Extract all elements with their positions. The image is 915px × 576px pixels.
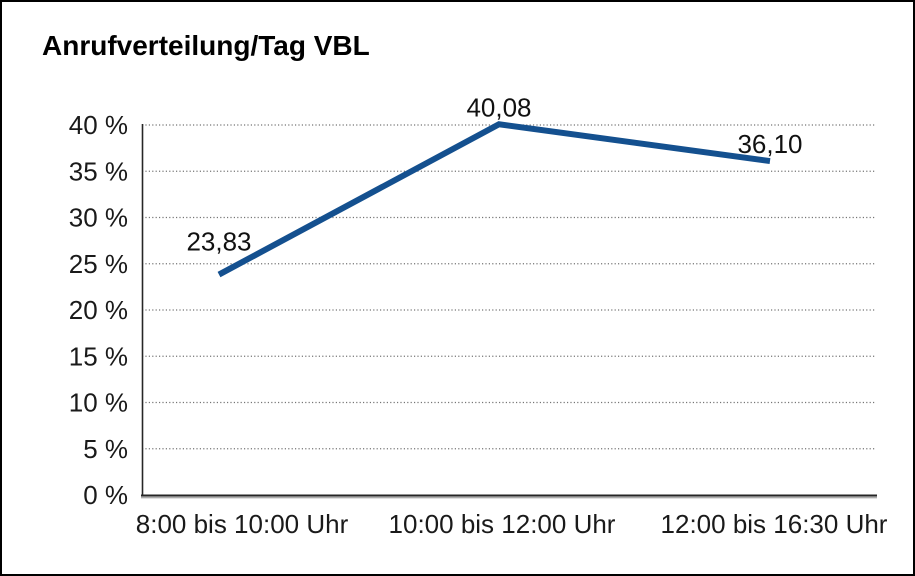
y-tick-label: 15 % [69,341,128,371]
y-tick-label: 20 % [69,295,128,325]
x-tick-label: 12:00 bis 16:30 Uhr [661,509,888,539]
y-tick-label: 5 % [83,434,128,464]
y-tick-label: 10 % [69,388,128,418]
y-tick-label: 40 % [69,110,128,140]
data-label: 23,83 [186,227,251,257]
chart-title: Anrufverteilung/Tag VBL [42,30,370,61]
y-tick-label: 0 % [83,480,128,510]
data-label: 40,08 [466,92,531,122]
y-tick-label: 30 % [69,203,128,233]
series-line [217,121,771,278]
data-label: 36,10 [737,129,802,159]
x-tick-label: 10:00 bis 12:00 Uhr [389,509,616,539]
x-tick-label: 8:00 bis 10:00 Uhr [136,509,349,539]
y-tick-label: 35 % [69,156,128,186]
y-tick-label: 25 % [69,249,128,279]
